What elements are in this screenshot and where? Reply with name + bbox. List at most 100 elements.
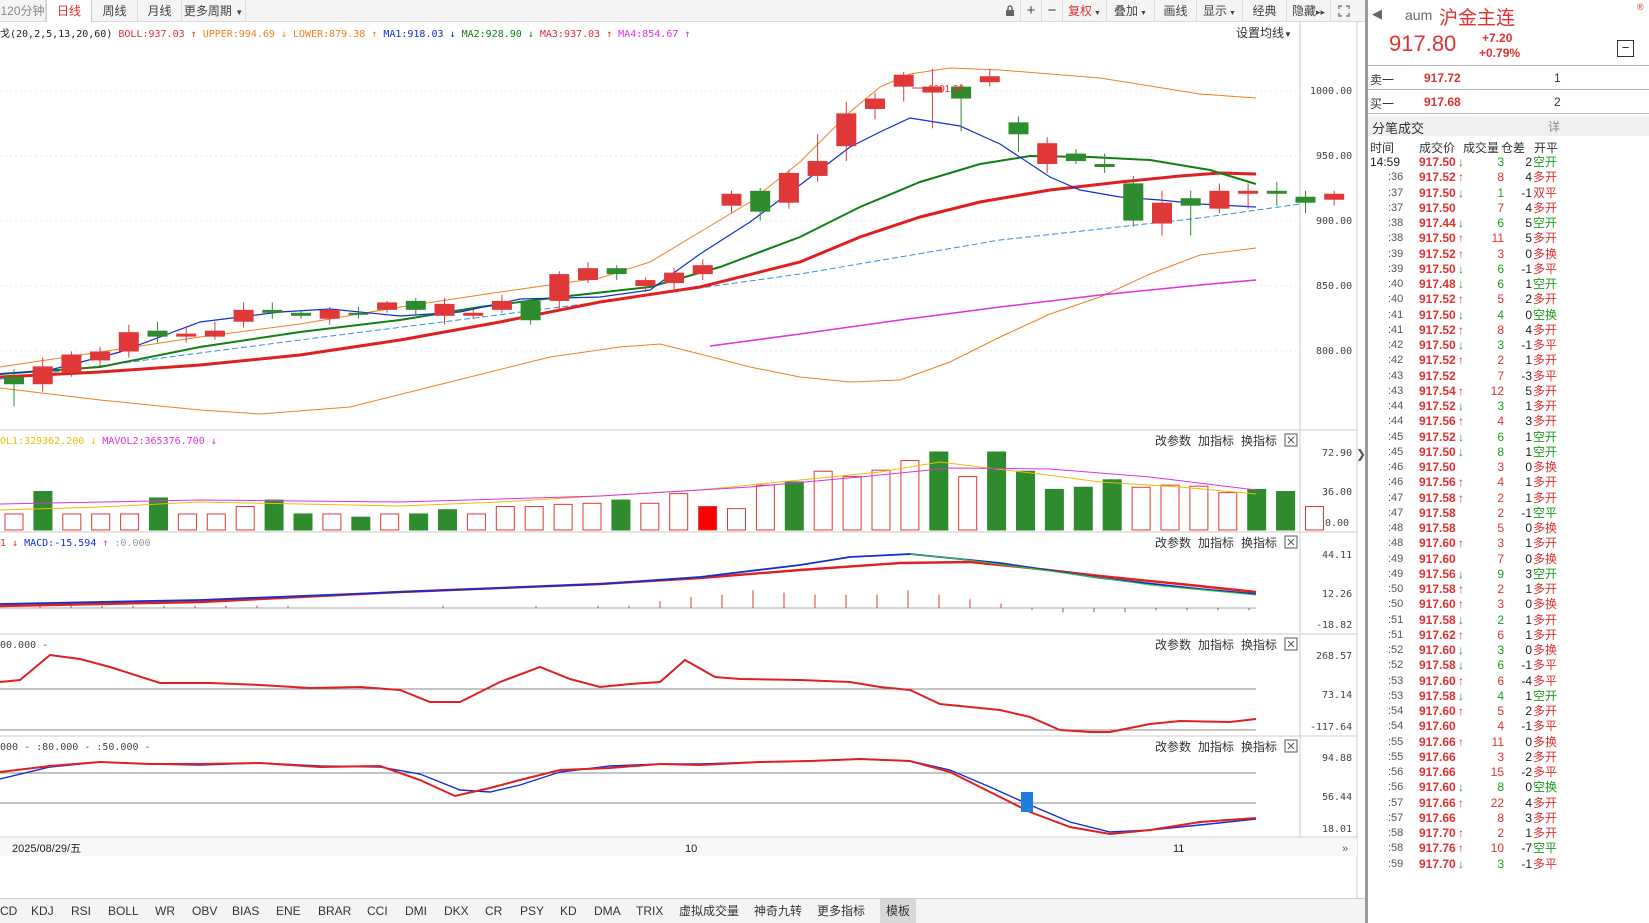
candle-body xyxy=(1266,190,1287,194)
ma-settings-button[interactable]: 设置均线 xyxy=(1236,26,1284,40)
chart-area[interactable]: 戈(20,2,5,13,20,60) BOLL:937.03 ↑ UPPER:9… xyxy=(0,22,1365,914)
tab-daily[interactable]: 日线 xyxy=(46,0,92,22)
tick-open-close: 多开 xyxy=(1533,353,1558,368)
tab-boll[interactable]: BOLL xyxy=(108,904,139,918)
prev-arrow-icon[interactable]: ◀ xyxy=(1372,6,1382,21)
volume-bar xyxy=(177,513,197,531)
tick-volume: 3 xyxy=(1497,246,1504,261)
draw-button[interactable]: 画线 xyxy=(1155,0,1197,22)
tick-open-close: 空开 xyxy=(1533,566,1558,581)
volume-bar xyxy=(1102,479,1122,531)
tick-price: 917.60 xyxy=(1419,643,1456,657)
tick-list[interactable]: 14:59 917.50 ↓ 3 2 空开:36 917.52 ↑ 8 4 多开:37 917.50 ↓… xyxy=(1368,155,1649,923)
tab-wr[interactable]: WR xyxy=(155,904,175,918)
tick-volume: 3 xyxy=(1497,460,1504,474)
ind4-k-line xyxy=(0,758,1257,833)
candle-body xyxy=(1123,183,1144,221)
lock-icon[interactable] xyxy=(999,0,1021,22)
tab-brar[interactable]: BRAR xyxy=(318,904,352,918)
col-open-close: 开平 xyxy=(1534,141,1559,155)
tab-cci[interactable]: CCI xyxy=(367,904,388,918)
candle-body xyxy=(233,309,254,322)
overlay-button[interactable]: 叠加 ▼ xyxy=(1107,0,1155,22)
tick-time: :54 xyxy=(1388,705,1404,717)
tick-arrow-icon: ↑ xyxy=(1458,353,1464,368)
tab-120min[interactable]: 120分钟 xyxy=(0,0,46,22)
tick-open-close: 多平 xyxy=(1533,856,1558,871)
tab-dkx[interactable]: DKX xyxy=(444,904,469,918)
tab-monthly[interactable]: 月线 xyxy=(138,0,182,22)
tick-row: :46 917.50 3 0 多换 xyxy=(1368,460,1649,475)
zoom-in-icon[interactable]: + xyxy=(1021,0,1042,22)
tick-price: 917.60 xyxy=(1419,551,1456,566)
tab-dmi[interactable]: DMI xyxy=(405,904,427,918)
tab-bias[interactable]: BIAS xyxy=(232,904,260,918)
adjust-button[interactable]: 复权 ▼ xyxy=(1063,0,1107,22)
tab-virtual-volume[interactable]: 虚拟成交量 xyxy=(679,904,740,918)
tick-open-close: 多开 xyxy=(1533,536,1558,551)
detail-button[interactable]: 详 xyxy=(1548,120,1561,134)
ind3-add-indicator-button[interactable]: 加指标 xyxy=(1198,637,1234,652)
tab-macd[interactable]: CD xyxy=(0,904,18,918)
tick-open-close: 多平 xyxy=(1533,261,1558,276)
candlestick-series xyxy=(4,68,1345,407)
tick-open-close: 空开 xyxy=(1533,277,1558,291)
tab-weekly[interactable]: 周线 xyxy=(92,0,138,22)
collapse-icon[interactable]: − xyxy=(1617,40,1634,57)
tab-ene[interactable]: ENE xyxy=(276,904,301,918)
tab-psy[interactable]: PSY xyxy=(520,904,545,918)
tab-kdj[interactable]: KDJ xyxy=(31,904,54,918)
zoom-out-icon[interactable]: − xyxy=(1042,0,1063,22)
tick-volume: 7 xyxy=(1497,200,1504,215)
tick-price: 917.60 xyxy=(1419,673,1456,688)
ind4-switch-indicator-button[interactable]: 换指标 xyxy=(1241,739,1277,754)
ind4-add-indicator-button[interactable]: 加指标 xyxy=(1198,739,1234,754)
tick-arrow-icon: ↓ xyxy=(1458,688,1464,703)
volume-bar xyxy=(33,491,53,531)
volume-bar xyxy=(1044,488,1064,531)
fullscreen-icon[interactable] xyxy=(1331,0,1356,22)
tab-trix[interactable]: TRIX xyxy=(636,904,664,918)
scroll-right-icon[interactable]: » xyxy=(1342,843,1348,855)
macd-add-indicator-button[interactable]: 加指标 xyxy=(1198,535,1234,550)
expand-panel-icon[interactable]: ❯ xyxy=(1356,447,1365,461)
hide-button[interactable]: 隐藏▸▸ xyxy=(1287,0,1331,22)
tick-open-close: 空换 xyxy=(1533,780,1558,795)
tick-arrow-icon: ↓ xyxy=(1458,307,1464,322)
tab-more-indicators[interactable]: 更多指标 xyxy=(817,904,866,918)
overlay-label: 叠加 xyxy=(1114,4,1139,18)
vol-add-indicator-button[interactable]: 加指标 xyxy=(1198,433,1234,448)
tick-price: 917.52 xyxy=(1419,399,1456,413)
tab-rsi[interactable]: RSI xyxy=(71,904,92,918)
contract-name: 沪金主连 xyxy=(1439,8,1516,29)
tick-oi-change: 2 xyxy=(1525,155,1532,169)
tab-more-periods[interactable]: 更多周期 ▼ xyxy=(182,0,246,22)
ind4-params-button[interactable]: 改参数 xyxy=(1155,739,1191,754)
ind3-params-button[interactable]: 改参数 xyxy=(1155,637,1191,652)
tab-kd[interactable]: KD xyxy=(560,904,577,918)
macd-switch-indicator-button[interactable]: 换指标 xyxy=(1241,535,1277,550)
tick-open-close: 多换 xyxy=(1533,521,1558,535)
tab-nine-turns[interactable]: 神奇九转 xyxy=(754,904,803,918)
tick-volume: 3 xyxy=(1497,399,1504,413)
display-button[interactable]: 显示 ▼ xyxy=(1197,0,1243,22)
indicator-tab-bar: CD KDJ RSI BOLL WR OBV BIAS ENE BRAR CCI… xyxy=(0,898,1365,923)
tick-row: :57 917.66 ↑ 22 4 多开 xyxy=(1368,796,1649,811)
volume-bar xyxy=(1073,486,1093,531)
tab-template[interactable]: 模板 xyxy=(880,899,916,923)
tick-oi-change: 0 xyxy=(1525,460,1532,474)
macd-params-button[interactable]: 改参数 xyxy=(1155,535,1191,550)
candle-body xyxy=(635,280,656,287)
tick-oi-change: 0 xyxy=(1525,307,1532,322)
ind3-switch-indicator-button[interactable]: 换指标 xyxy=(1241,637,1277,652)
vol-switch-indicator-button[interactable]: 换指标 xyxy=(1241,433,1277,448)
vol-params-button[interactable]: 改参数 xyxy=(1155,433,1191,448)
tick-open-close: 空平 xyxy=(1533,505,1558,520)
tick-row: :50 917.58 ↑ 2 1 多开 xyxy=(1368,582,1649,597)
classic-button[interactable]: 经典 xyxy=(1243,0,1287,22)
tab-cr[interactable]: CR xyxy=(485,904,503,918)
tab-obv[interactable]: OBV xyxy=(192,904,218,918)
tick-time: :43 xyxy=(1388,369,1404,382)
tick-arrow-icon: ↑ xyxy=(1458,490,1464,505)
tab-dma[interactable]: DMA xyxy=(594,904,621,918)
